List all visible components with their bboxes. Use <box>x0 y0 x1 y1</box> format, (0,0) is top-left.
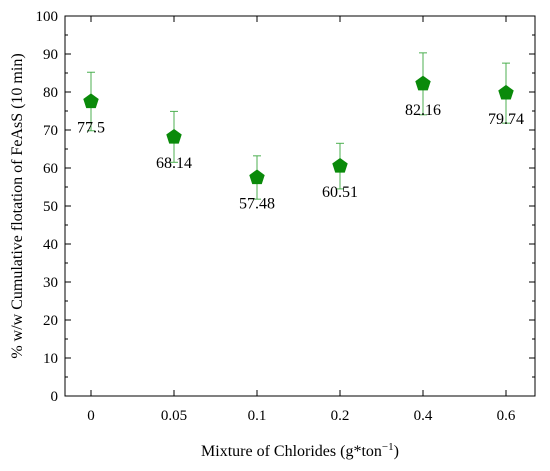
y-tick-label: 10 <box>43 351 58 367</box>
plot-area-frame <box>64 15 536 397</box>
x-axis: 0 0.05 0.1 0.2 0.4 0.6 <box>87 16 516 424</box>
data-point-marker <box>166 128 182 144</box>
x-axis-title: Mixture of Chlorides (g*ton−1) <box>201 441 399 460</box>
y-tick-label: 0 <box>51 389 59 405</box>
data-series: 77.5 68.14 57.48 60.51 82.16 79.74 <box>77 52 524 213</box>
data-label: 82.16 <box>405 102 441 119</box>
y-tick-label: 40 <box>43 237 58 253</box>
data-point-marker <box>332 157 348 173</box>
x-tick-label: 0 <box>87 408 95 424</box>
data-label: 68.14 <box>156 155 192 172</box>
data-point-marker <box>83 93 99 109</box>
data-label: 79.74 <box>488 111 524 128</box>
x-axis-title-main: Mixture of Chlorides (g*ton <box>201 443 382 460</box>
data-point-marker <box>415 75 431 91</box>
data-label: 60.51 <box>322 184 358 201</box>
x-axis-title-superscript: −1 <box>382 441 394 453</box>
y-tick-label: 30 <box>43 275 58 291</box>
y-tick-label: 50 <box>43 199 58 215</box>
x-tick-label: 0.2 <box>331 408 350 424</box>
y-axis: 0 10 20 30 40 50 60 70 80 90 100 <box>36 9 535 405</box>
y-tick-label: 70 <box>43 123 58 139</box>
data-point-marker <box>249 169 265 185</box>
y-tick-label: 90 <box>43 47 58 63</box>
x-tick-label: 0.05 <box>161 408 187 424</box>
x-tick-label: 0.1 <box>248 408 267 424</box>
data-label: 57.48 <box>239 196 275 213</box>
y-tick-label: 80 <box>43 85 58 101</box>
y-tick-label: 100 <box>36 9 59 25</box>
y-axis-title: % w/w Cumulative flotation of FeAsS (10 … <box>9 53 26 358</box>
data-label: 77.5 <box>77 120 105 137</box>
y-tick-label: 20 <box>43 313 58 329</box>
data-point-marker <box>498 84 514 100</box>
x-tick-label: 0.6 <box>497 408 516 424</box>
y-tick-label: 60 <box>43 161 58 177</box>
x-tick-label: 0.4 <box>414 408 433 424</box>
x-axis-title-suffix: ) <box>394 443 399 460</box>
